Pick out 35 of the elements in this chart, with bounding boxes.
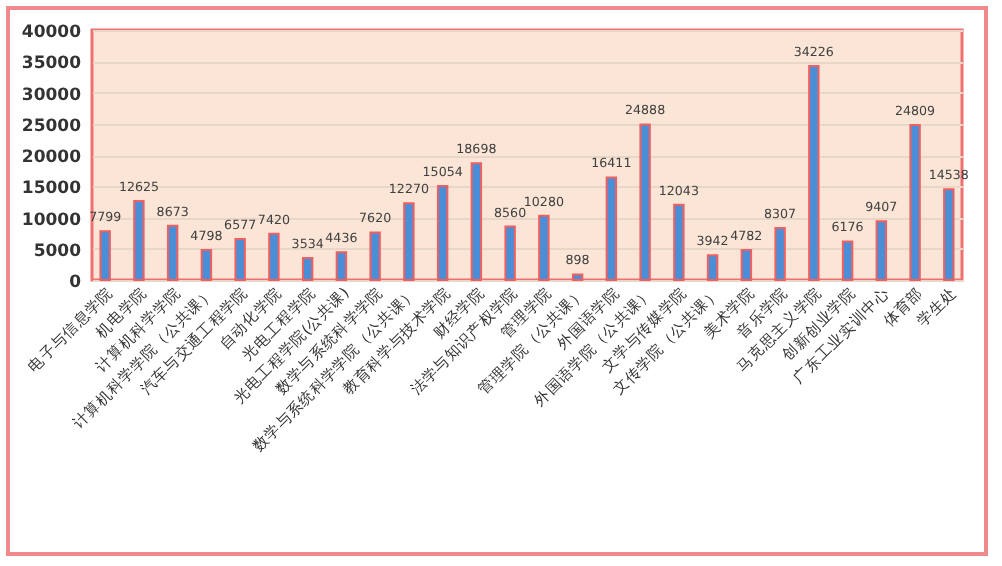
bar — [605, 176, 618, 281]
bar — [133, 200, 145, 281]
bar — [268, 232, 280, 281]
bar — [943, 188, 955, 281]
y-tick-label: 10000 — [21, 210, 82, 231]
bar — [369, 231, 381, 281]
bar — [740, 249, 753, 281]
bar — [571, 273, 584, 281]
bar — [875, 220, 888, 281]
bar — [673, 203, 685, 281]
bar — [841, 240, 854, 281]
bar — [470, 162, 483, 281]
bar — [166, 224, 179, 281]
bar — [301, 256, 314, 281]
bar — [99, 230, 111, 281]
y-tick-label: 40000 — [21, 23, 82, 43]
bar — [504, 225, 516, 281]
bar — [706, 254, 719, 281]
y-tick-label: 0 — [69, 273, 82, 293]
y-tick-label: 5000 — [33, 241, 82, 262]
bar — [639, 123, 651, 281]
y-tick-label: 35000 — [21, 54, 82, 75]
bar — [234, 237, 246, 281]
bar — [200, 249, 213, 281]
bar — [436, 184, 449, 281]
y-tick-label: 30000 — [21, 85, 82, 106]
y-tick-label: 25000 — [21, 116, 82, 137]
y-tick-label: 20000 — [21, 148, 82, 168]
bar — [808, 65, 820, 281]
y-tick-label: 15000 — [21, 179, 82, 200]
bar — [538, 214, 550, 281]
bar — [909, 123, 921, 281]
bar — [403, 202, 415, 281]
bar — [774, 227, 786, 281]
bar — [335, 251, 348, 281]
